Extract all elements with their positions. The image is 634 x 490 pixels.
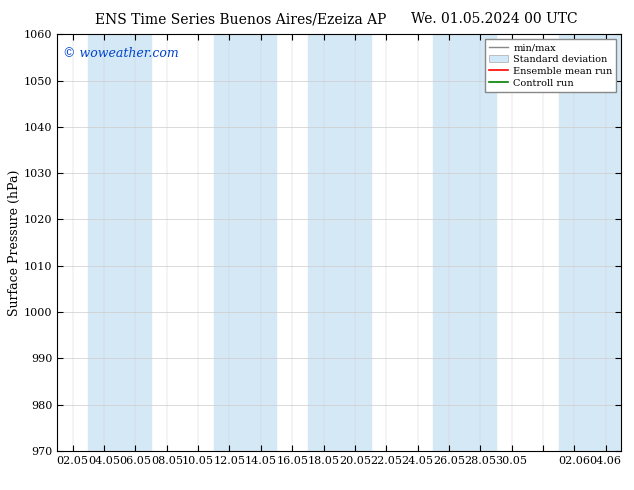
Text: © woweather.com: © woweather.com: [63, 47, 178, 60]
Legend: min/max, Standard deviation, Ensemble mean run, Controll run: min/max, Standard deviation, Ensemble me…: [485, 39, 616, 92]
Text: ENS Time Series Buenos Aires/Ezeiza AP: ENS Time Series Buenos Aires/Ezeiza AP: [95, 12, 387, 26]
Bar: [308, 34, 370, 451]
Bar: [559, 34, 621, 451]
Bar: [214, 34, 276, 451]
Bar: [433, 34, 496, 451]
Text: We. 01.05.2024 00 UTC: We. 01.05.2024 00 UTC: [411, 12, 578, 26]
Bar: [88, 34, 151, 451]
Y-axis label: Surface Pressure (hPa): Surface Pressure (hPa): [8, 170, 21, 316]
